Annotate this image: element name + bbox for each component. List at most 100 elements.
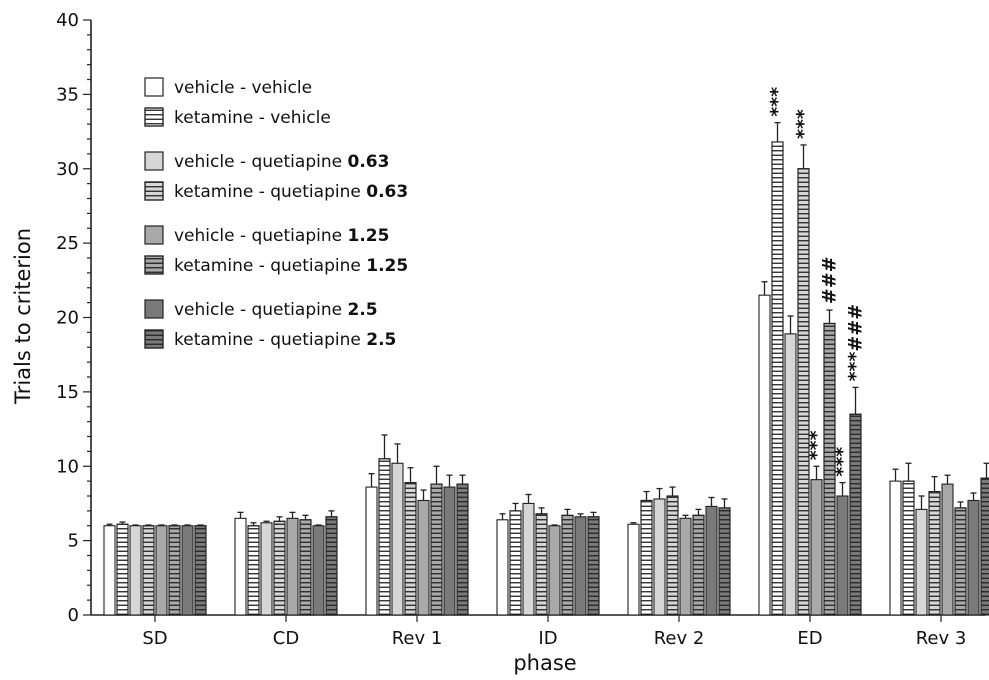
bar-hatch — [142, 525, 155, 616]
x-tick-label: Rev 3 — [916, 628, 967, 649]
bar-hatch — [928, 490, 941, 616]
y-axis-title: Trials to criterion — [11, 228, 35, 405]
bar-hatch — [247, 525, 260, 616]
bar — [443, 486, 456, 616]
x-tick-label: SD — [142, 628, 167, 649]
bar — [836, 495, 849, 616]
bar — [758, 294, 771, 616]
bar — [417, 499, 430, 616]
bar-hatch — [378, 458, 391, 616]
bar — [653, 498, 666, 616]
bars-layer — [103, 121, 989, 616]
significance-marker: *** — [832, 447, 854, 477]
bar — [679, 517, 692, 616]
bar-hatch — [509, 510, 522, 616]
x-tick-label: Rev 1 — [392, 628, 443, 649]
bar — [705, 505, 718, 616]
bar — [496, 519, 509, 616]
legend-swatch — [144, 225, 164, 245]
legend-swatch-hatch — [144, 329, 164, 349]
bar-hatch — [666, 495, 679, 616]
bar — [103, 525, 116, 616]
bar — [548, 525, 561, 616]
y-tick-label: 10 — [56, 456, 79, 477]
bar-hatch — [116, 523, 129, 616]
x-tick-label: CD — [273, 628, 299, 649]
x-tick-label: ED — [797, 628, 822, 649]
bar — [627, 523, 640, 616]
legend-label: ketamine - vehicle — [174, 108, 331, 128]
x-tick-label: Rev 2 — [654, 628, 705, 649]
y-tick-label: 35 — [56, 84, 79, 105]
bar-hatch — [456, 483, 469, 616]
bar — [234, 517, 247, 616]
bar — [181, 525, 194, 616]
significance-marker: ### — [819, 256, 841, 304]
legend-swatch — [144, 151, 164, 171]
bar — [129, 525, 142, 616]
bar-hatch — [954, 507, 967, 616]
legend-label: ketamine - quetiapine 0.63 — [174, 182, 408, 202]
annotations-layer: *********###******### — [767, 87, 867, 477]
legend-dose: 0.63 — [347, 152, 389, 172]
significance-marker: ***### — [845, 304, 867, 382]
y-tick-label: 40 — [56, 10, 79, 31]
bar — [365, 486, 378, 616]
legend-label: vehicle - quetiapine 2.5 — [174, 300, 378, 320]
legend-dose: 0.63 — [366, 182, 408, 202]
legend-dose: 1.25 — [347, 226, 389, 246]
bar — [522, 502, 535, 616]
significance-marker: *** — [793, 109, 815, 139]
legend-dose: 2.5 — [366, 330, 396, 350]
legend-label: vehicle - quetiapine 0.63 — [174, 152, 389, 172]
bar-hatch — [325, 516, 338, 616]
bar-hatch — [587, 516, 600, 616]
bar-hatch — [273, 520, 286, 616]
bar — [784, 333, 797, 616]
bar-hatch — [535, 513, 548, 616]
bar-hatch — [194, 525, 207, 616]
bar — [155, 525, 168, 616]
legend-label: ketamine - quetiapine 1.25 — [174, 256, 408, 276]
y-tick-label: 0 — [68, 605, 79, 626]
y-tick-label: 25 — [56, 233, 79, 254]
y-tick-label: 5 — [68, 531, 79, 552]
bar — [810, 479, 823, 616]
bar — [889, 480, 902, 616]
y-tick-label: 30 — [56, 159, 79, 180]
bar-hatch — [168, 525, 181, 616]
legend: vehicle - vehicle ketamine - vehicle veh… — [130, 68, 460, 378]
legend-dose: 2.5 — [347, 300, 377, 320]
bar — [967, 499, 980, 616]
bar-hatch — [902, 480, 915, 616]
legend-dose: 1.25 — [366, 256, 408, 276]
legend-label: vehicle - quetiapine 1.25 — [174, 226, 389, 246]
bar — [391, 462, 404, 616]
bar-hatch — [849, 413, 862, 616]
bar — [286, 517, 299, 616]
bar — [574, 516, 587, 616]
legend-swatch-hatch — [144, 255, 164, 275]
y-tick-label: 20 — [56, 308, 79, 329]
bar-hatch — [718, 507, 731, 616]
x-axis-title: phase — [513, 651, 576, 675]
x-tick-label: ID — [538, 628, 557, 649]
legend-background — [130, 68, 460, 378]
bar — [915, 508, 928, 616]
bar — [312, 525, 325, 616]
legend-label: ketamine - quetiapine 2.5 — [174, 330, 396, 350]
legend-swatch — [144, 299, 164, 319]
significance-marker: *** — [806, 430, 828, 460]
bar-hatch — [797, 168, 810, 616]
bar-hatch — [980, 477, 989, 616]
bar-hatch — [640, 499, 653, 616]
bar-hatch — [771, 141, 784, 616]
bar-hatch — [561, 514, 574, 616]
significance-marker: *** — [767, 87, 789, 117]
bar — [941, 483, 954, 616]
bar-hatch — [299, 519, 312, 616]
legend-swatch-hatch — [144, 181, 164, 201]
bar-hatch — [404, 482, 417, 616]
y-tick-label: 15 — [56, 382, 79, 403]
